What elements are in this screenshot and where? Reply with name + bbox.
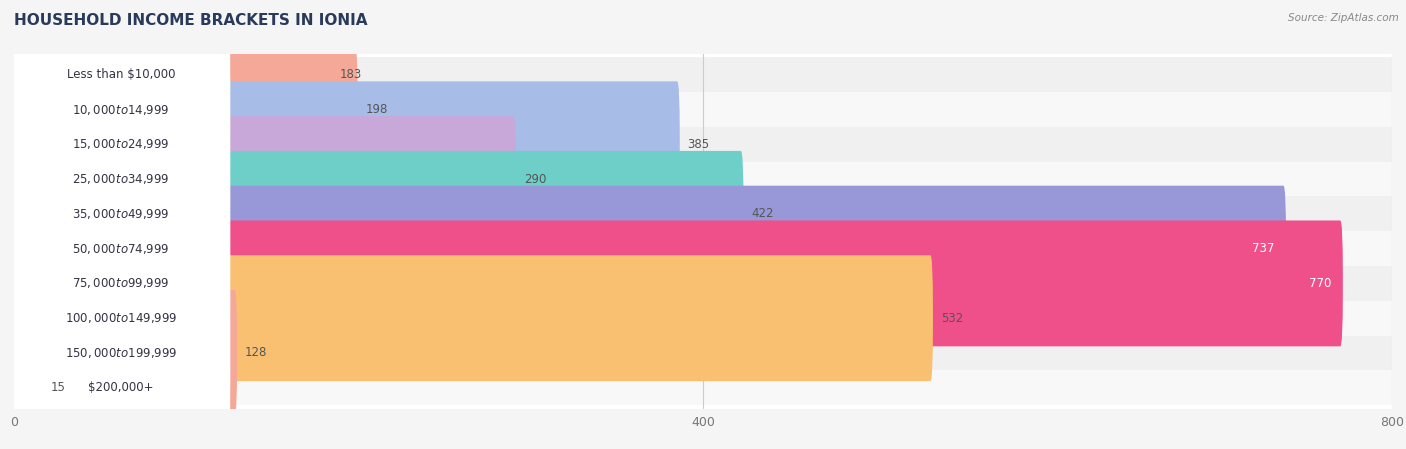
FancyBboxPatch shape — [11, 47, 357, 172]
FancyBboxPatch shape — [14, 231, 1392, 266]
FancyBboxPatch shape — [11, 117, 231, 311]
Text: $75,000 to $99,999: $75,000 to $99,999 — [72, 277, 170, 291]
FancyBboxPatch shape — [11, 151, 744, 277]
Text: 422: 422 — [751, 207, 773, 220]
Text: $15,000 to $24,999: $15,000 to $24,999 — [72, 137, 170, 151]
FancyBboxPatch shape — [14, 266, 1392, 301]
FancyBboxPatch shape — [14, 301, 1392, 335]
FancyBboxPatch shape — [11, 48, 231, 241]
Text: 128: 128 — [245, 347, 267, 360]
Text: 15: 15 — [51, 381, 65, 394]
Text: 290: 290 — [524, 172, 547, 185]
Text: $35,000 to $49,999: $35,000 to $49,999 — [72, 207, 170, 221]
FancyBboxPatch shape — [14, 162, 1392, 197]
FancyBboxPatch shape — [11, 186, 231, 380]
FancyBboxPatch shape — [11, 256, 231, 449]
Text: $10,000 to $14,999: $10,000 to $14,999 — [72, 102, 170, 117]
Text: $50,000 to $74,999: $50,000 to $74,999 — [72, 242, 170, 255]
FancyBboxPatch shape — [11, 12, 332, 138]
FancyBboxPatch shape — [14, 92, 1392, 127]
FancyBboxPatch shape — [11, 116, 516, 242]
FancyBboxPatch shape — [11, 0, 231, 172]
FancyBboxPatch shape — [11, 186, 1286, 312]
FancyBboxPatch shape — [11, 291, 231, 449]
Text: $150,000 to $199,999: $150,000 to $199,999 — [65, 346, 177, 360]
FancyBboxPatch shape — [14, 370, 1392, 405]
FancyBboxPatch shape — [11, 221, 231, 415]
FancyBboxPatch shape — [11, 290, 238, 416]
Text: 183: 183 — [340, 68, 361, 81]
Text: HOUSEHOLD INCOME BRACKETS IN IONIA: HOUSEHOLD INCOME BRACKETS IN IONIA — [14, 13, 367, 28]
FancyBboxPatch shape — [11, 152, 231, 345]
FancyBboxPatch shape — [14, 335, 1392, 370]
Text: 737: 737 — [1253, 242, 1275, 255]
Text: Less than $10,000: Less than $10,000 — [66, 68, 176, 81]
FancyBboxPatch shape — [11, 325, 42, 449]
FancyBboxPatch shape — [14, 127, 1392, 162]
FancyBboxPatch shape — [14, 197, 1392, 231]
FancyBboxPatch shape — [14, 57, 1392, 92]
FancyBboxPatch shape — [11, 13, 231, 207]
Text: $25,000 to $34,999: $25,000 to $34,999 — [72, 172, 170, 186]
Text: 385: 385 — [688, 138, 710, 151]
FancyBboxPatch shape — [11, 81, 679, 207]
Text: Source: ZipAtlas.com: Source: ZipAtlas.com — [1288, 13, 1399, 23]
Text: 532: 532 — [941, 312, 963, 325]
FancyBboxPatch shape — [11, 220, 1343, 346]
Text: $100,000 to $149,999: $100,000 to $149,999 — [65, 311, 177, 325]
Text: 770: 770 — [1309, 277, 1331, 290]
Text: 198: 198 — [366, 103, 388, 116]
Text: $200,000+: $200,000+ — [89, 381, 153, 394]
FancyBboxPatch shape — [11, 255, 934, 381]
FancyBboxPatch shape — [11, 82, 231, 276]
